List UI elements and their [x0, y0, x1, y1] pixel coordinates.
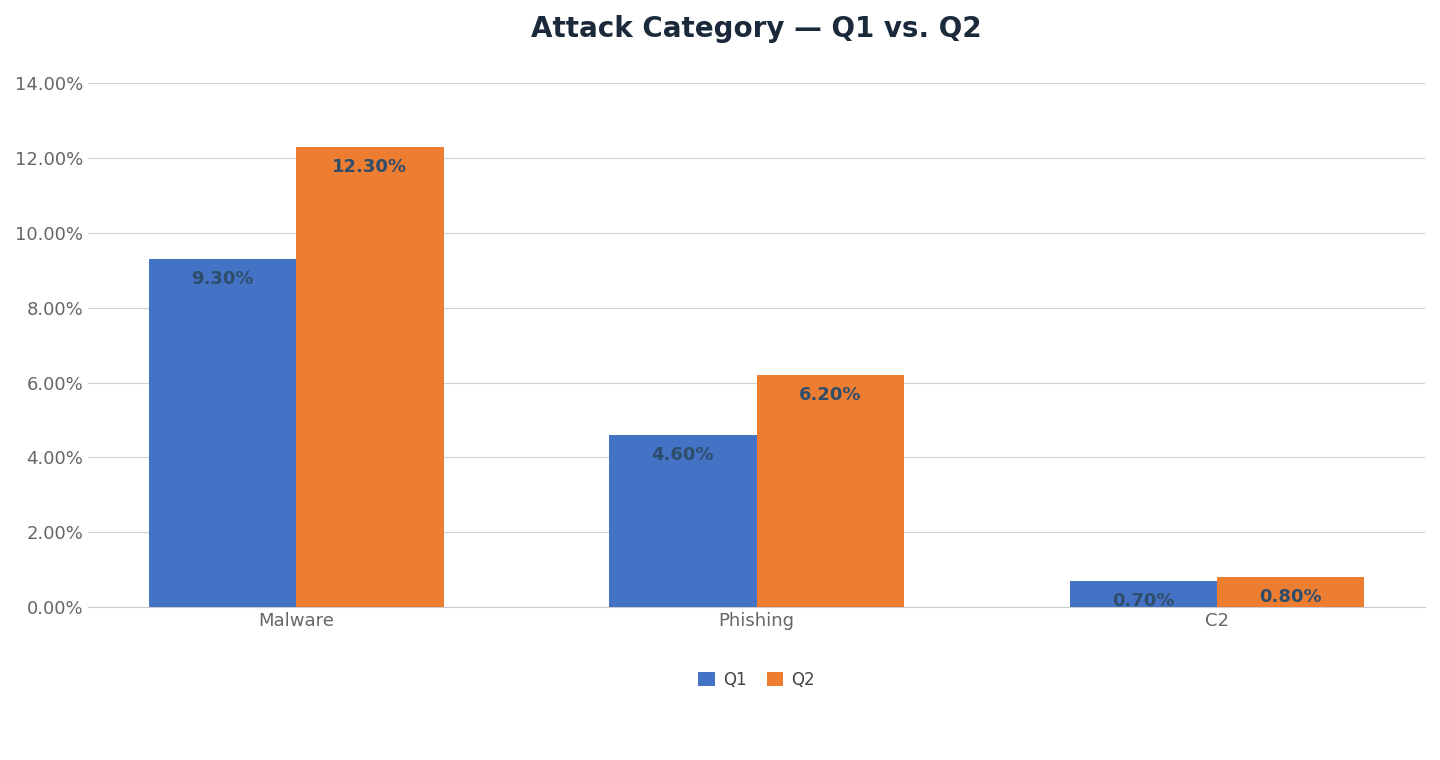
Text: 4.60%: 4.60% [652, 446, 714, 464]
Bar [609, 435, 756, 607]
Text: 0.80%: 0.80% [1259, 588, 1322, 606]
Title: Attack Category — Q1 vs. Q2: Attack Category — Q1 vs. Q2 [531, 15, 982, 43]
Bar [1217, 577, 1364, 607]
Text: 0.70%: 0.70% [1112, 592, 1175, 610]
Bar [756, 375, 904, 607]
Legend: Q1, Q2: Q1, Q2 [691, 664, 822, 695]
Text: 6.20%: 6.20% [799, 386, 861, 404]
Bar [297, 147, 444, 607]
Text: 12.30%: 12.30% [333, 158, 408, 176]
Text: 9.30%: 9.30% [192, 271, 253, 289]
Bar [148, 259, 297, 607]
Bar [1070, 581, 1217, 607]
